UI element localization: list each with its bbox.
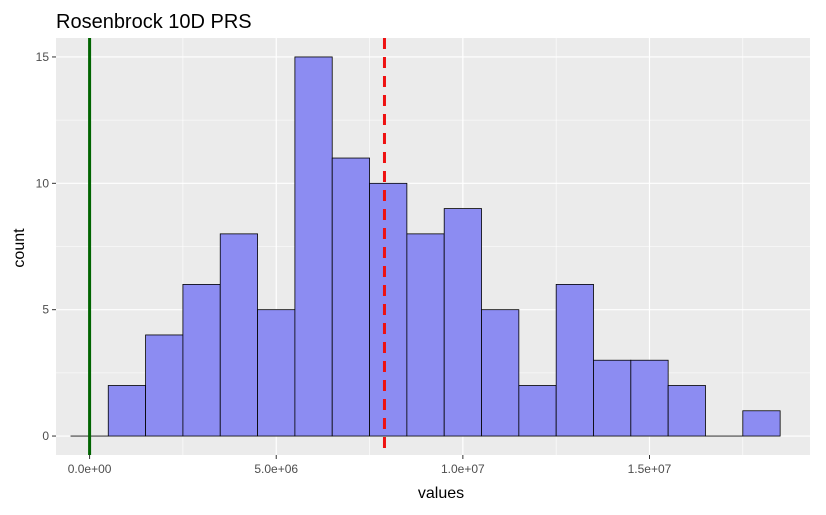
y-tick-label: 5 bbox=[42, 303, 49, 317]
histogram-bar bbox=[332, 158, 369, 436]
histogram-bar bbox=[519, 386, 556, 437]
x-axis-label: values bbox=[418, 485, 464, 502]
x-tick-label: 1.0e+07 bbox=[441, 462, 485, 476]
y-tick-label: 15 bbox=[36, 50, 50, 64]
x-tick-label: 5.0e+06 bbox=[254, 462, 298, 476]
histogram-bar bbox=[258, 310, 295, 436]
histogram-bar bbox=[594, 360, 631, 436]
y-tick-label: 10 bbox=[36, 176, 50, 190]
histogram-bar bbox=[146, 335, 183, 436]
histogram-bar bbox=[743, 411, 780, 436]
histogram-bar bbox=[108, 386, 145, 437]
y-tick-label: 0 bbox=[42, 429, 49, 443]
x-tick-label: 0.0e+00 bbox=[68, 462, 112, 476]
y-axis-ticks: 0 5 10 15 bbox=[36, 50, 56, 443]
chart-title: Rosenbrock 10D PRS bbox=[56, 11, 252, 33]
histogram-bar bbox=[183, 284, 220, 436]
histogram-bar bbox=[556, 284, 593, 436]
histogram-bar bbox=[444, 209, 481, 436]
x-axis-ticks: 0.0e+00 5.0e+06 1.0e+07 1.5e+07 bbox=[68, 455, 672, 476]
x-tick-label: 1.5e+07 bbox=[628, 462, 672, 476]
histogram-bar bbox=[370, 183, 407, 436]
histogram-bar bbox=[407, 234, 444, 436]
histogram-bar bbox=[482, 310, 519, 436]
histogram-bar bbox=[668, 386, 705, 437]
histogram-bar bbox=[220, 234, 257, 436]
histogram-bar bbox=[631, 360, 668, 436]
histogram-bar bbox=[295, 57, 332, 436]
y-axis-label: count bbox=[11, 228, 28, 268]
